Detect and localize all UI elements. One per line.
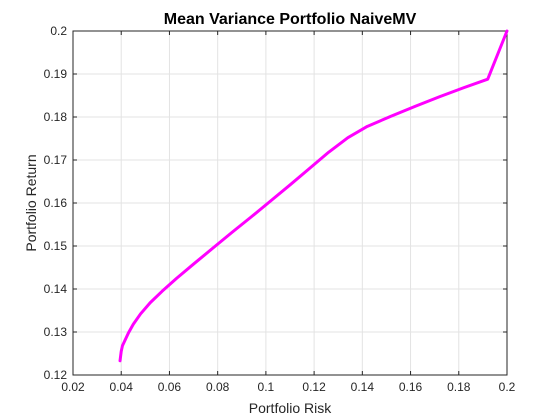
y-tick-label: 0.2 bbox=[50, 24, 67, 38]
x-tick-label: 0.18 bbox=[447, 380, 471, 394]
x-tick-label: 0.1 bbox=[258, 380, 275, 394]
series-line-0 bbox=[118, 29, 509, 363]
ticks: 0.02 0.04 0.06 0.08 0.1 0.12 0.14 0.16 0.18 0.2 0.… bbox=[44, 24, 516, 394]
y-axis-label: Portfolio Return bbox=[23, 154, 39, 251]
x-tick-label: 0.04 bbox=[110, 380, 134, 394]
chart-title: Mean Variance Portfolio NaiveMV bbox=[164, 11, 417, 28]
y-tick-label: 0.18 bbox=[44, 110, 68, 124]
x-axis-label: Portfolio Risk bbox=[249, 400, 332, 416]
y-tick-label: 0.14 bbox=[44, 282, 68, 296]
x-tick-label: 0.16 bbox=[399, 380, 423, 394]
x-tick-label: 0.06 bbox=[158, 380, 182, 394]
x-tick-label: 0.12 bbox=[302, 380, 326, 394]
x-tick-label: 0.2 bbox=[499, 380, 516, 394]
x-tick-label: 0.14 bbox=[351, 380, 375, 394]
x-tick-label: 0.02 bbox=[61, 380, 85, 394]
y-tick-label: 0.16 bbox=[44, 196, 68, 210]
x-tick-label: 0.08 bbox=[206, 380, 230, 394]
y-tick-label: 0.17 bbox=[44, 153, 68, 167]
y-tick-label: 0.19 bbox=[44, 67, 68, 81]
y-tick-label: 0.12 bbox=[44, 368, 68, 382]
y-tick-label: 0.13 bbox=[44, 325, 68, 339]
series-layer bbox=[118, 29, 509, 363]
y-tick-label: 0.15 bbox=[44, 239, 68, 253]
